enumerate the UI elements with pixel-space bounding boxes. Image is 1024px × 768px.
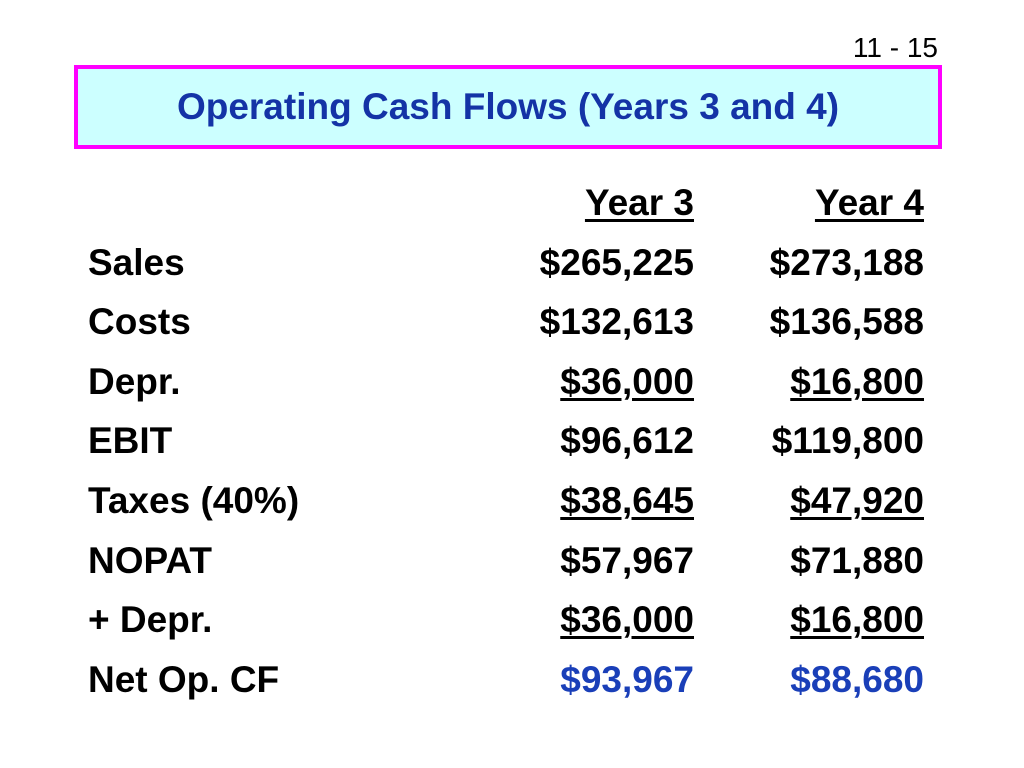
table-row: Taxes (40%) $38,645 $47,920 — [88, 478, 928, 538]
year-4-value: $136,588 — [769, 301, 924, 343]
page-number: 11 - 15 — [852, 32, 938, 63]
year-3-value: $36,000 — [560, 360, 694, 402]
year-3-value: $38,645 — [560, 479, 694, 521]
year-4-value: $16,800 — [790, 360, 924, 402]
year-4-value: $273,188 — [769, 241, 924, 283]
header-year-4: Year 4 — [814, 182, 924, 223]
header-row: Year 3 Year 4 — [88, 180, 928, 240]
row-label: Net Op. CF — [88, 658, 280, 700]
header-year-3: Year 3 — [584, 182, 694, 223]
year-4-value: $71,880 — [790, 539, 924, 581]
year-3-value: $36,000 — [560, 599, 694, 641]
table-row: Costs $132,613 $136,588 — [88, 299, 928, 359]
table-row: Depr. $36,000 $16,800 — [88, 359, 928, 419]
cash-flow-table: Year 3 Year 4 Sales $265,225 $273,188 Co… — [88, 180, 928, 716]
slide-title: Operating Cash Flows (Years 3 and 4) — [176, 86, 840, 127]
year-3-value: $265,225 — [539, 241, 694, 283]
year-3-net-cf-value: $93,967 — [560, 658, 694, 700]
year-4-value: $47,920 — [790, 479, 924, 521]
table-row: NOPAT $57,967 $71,880 — [88, 538, 928, 598]
year-4-value: $119,800 — [771, 420, 924, 462]
year-3-value: $57,967 — [560, 539, 694, 581]
row-label: EBIT — [88, 420, 173, 462]
year-4-net-cf-value: $88,680 — [790, 658, 924, 700]
row-label: + Depr. — [88, 599, 213, 641]
table-row: + Depr. $36,000 $16,800 — [88, 597, 928, 657]
year-3-value: $96,612 — [560, 420, 694, 462]
table-row: Sales $265,225 $273,188 — [88, 240, 928, 300]
year-4-value: $16,800 — [790, 599, 924, 641]
title-box: Operating Cash Flows (Years 3 and 4) — [74, 65, 942, 149]
row-label: Sales — [88, 241, 185, 283]
year-3-value: $132,613 — [539, 301, 694, 343]
row-label: Taxes (40%) — [88, 479, 300, 521]
row-label: NOPAT — [88, 539, 213, 581]
row-label: Depr. — [88, 360, 181, 402]
table-row: Net Op. CF $93,967 $88,680 — [88, 657, 928, 717]
row-label: Costs — [88, 301, 191, 343]
table-row: EBIT $96,612 $119,800 — [88, 418, 928, 478]
